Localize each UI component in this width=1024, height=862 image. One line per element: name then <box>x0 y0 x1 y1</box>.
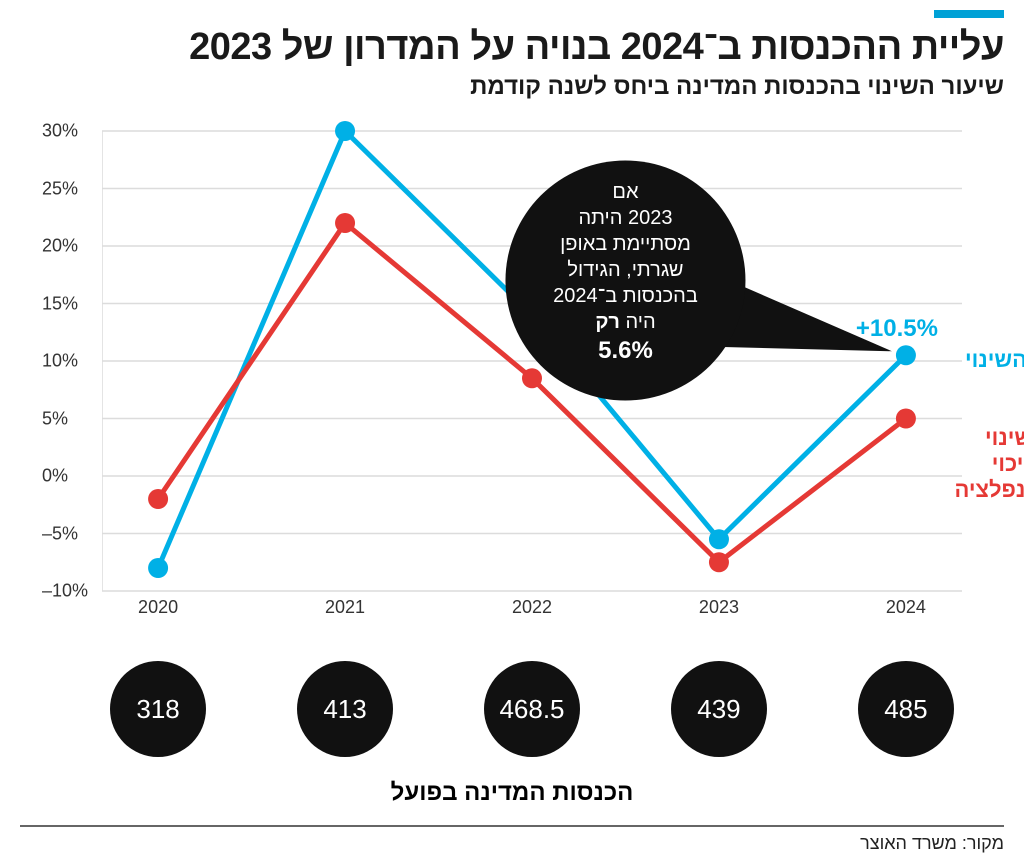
x-tick-label: 2020 <box>138 597 178 618</box>
x-tick-label: 2024 <box>886 597 926 618</box>
x-tick-label: 2022 <box>512 597 552 618</box>
chart-area: –10% –5% 0% 5% 10% 15% 20% 25% 30% 2020 2021 2022 20… <box>32 121 992 641</box>
page-subtitle: שיעור השינוי בהכנסות המדינה ביחס לשנה קו… <box>20 73 1004 101</box>
value-badge: 468.5 <box>484 661 580 757</box>
y-tick-label: –5% <box>42 523 78 544</box>
value-badge: 485 <box>858 661 954 757</box>
footer-rule <box>20 825 1004 827</box>
y-tick-label: 10% <box>42 351 78 372</box>
y-tick-label: 15% <box>42 293 78 314</box>
y-tick-label: 25% <box>42 178 78 199</box>
series-end-label: +10.5% <box>856 315 938 343</box>
badge-row-title: הכנסות המדינה בפועל <box>20 779 1004 807</box>
value-badge: 318 <box>110 661 206 757</box>
x-tick-label: 2021 <box>325 597 365 618</box>
y-tick-label: 5% <box>42 408 68 429</box>
accent-bar <box>934 10 1004 18</box>
y-tick-label: 0% <box>42 466 68 487</box>
source-text: מקור: משרד האוצר <box>20 833 1004 854</box>
legend-nominal: השינוי <box>937 347 1024 373</box>
y-tick-label: 20% <box>42 236 78 257</box>
page-title: עליית ההכנסות ב־2024 בנויה על המדרון של … <box>20 26 1004 69</box>
badge-row: 318 413 468.5 439 485 <box>32 661 992 761</box>
value-badge: 413 <box>297 661 393 757</box>
legend-real: השינויבניכויאינפלציה <box>937 425 1024 504</box>
callout-bubble-text: אם2023 היתהמסתיימת באופןשגרתי, הגידולבהכ… <box>513 179 737 366</box>
y-tick-label: 30% <box>42 121 78 142</box>
y-tick-label: –10% <box>42 581 88 602</box>
x-tick-label: 2023 <box>699 597 739 618</box>
value-badge: 439 <box>671 661 767 757</box>
